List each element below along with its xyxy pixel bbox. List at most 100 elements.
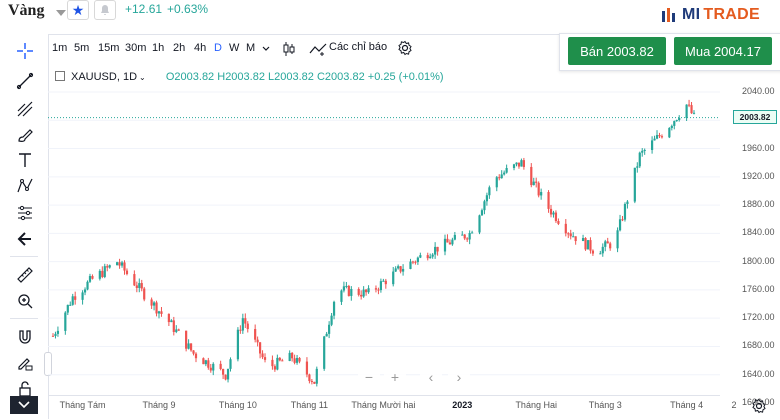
timeframe-5m[interactable]: 5m xyxy=(74,42,90,54)
crosshair-icon[interactable] xyxy=(14,40,36,62)
prediction-icon[interactable] xyxy=(14,202,36,224)
price-tick-label: 1680.00 xyxy=(742,340,775,351)
candle xyxy=(258,341,262,359)
zoom-in-button[interactable]: + xyxy=(384,367,406,387)
candle-body xyxy=(530,166,533,186)
fib-tools-icon[interactable] xyxy=(14,98,36,120)
candle-body xyxy=(116,262,119,266)
candle xyxy=(503,170,506,176)
candle-body xyxy=(347,285,350,296)
timeframe-2h[interactable]: 2h xyxy=(173,42,186,54)
candle xyxy=(589,237,592,254)
candle xyxy=(601,243,604,257)
zoom-in-icon[interactable] xyxy=(14,290,36,312)
candle-body xyxy=(446,238,449,243)
zoom-out-button[interactable]: − xyxy=(358,367,380,387)
scroll-right-button[interactable]: › xyxy=(448,367,470,387)
candle xyxy=(160,307,163,317)
open-value: O2003.82 xyxy=(165,71,215,83)
trend-line-icon[interactable] xyxy=(14,70,36,92)
candle-body xyxy=(291,352,294,359)
logo-mark-icon xyxy=(662,8,675,22)
chevron-down-icon[interactable] xyxy=(56,10,66,16)
candle xyxy=(64,311,67,335)
bell-icon[interactable] xyxy=(94,0,116,20)
candle xyxy=(463,234,466,241)
price-chart[interactable] xyxy=(48,64,720,395)
toolbar-divider xyxy=(10,318,38,319)
candle-body xyxy=(185,330,188,349)
candle xyxy=(325,331,328,337)
ruler-icon[interactable] xyxy=(14,264,36,286)
timeframe-d[interactable]: D xyxy=(214,42,222,54)
scroll-left-button[interactable]: ‹ xyxy=(420,367,442,387)
candle xyxy=(658,132,661,139)
symbol-label[interactable]: XAUUSD, 1D xyxy=(71,71,138,83)
magnet-icon[interactable] xyxy=(14,326,36,348)
candle xyxy=(135,281,138,293)
chevron-down-icon[interactable] xyxy=(262,46,270,52)
time-axis[interactable]: Tháng Tám Tháng 9 Tháng 10 Tháng 11 Tháng Mư… xyxy=(48,395,737,420)
timeframe-w[interactable]: W xyxy=(229,42,240,54)
brush-icon[interactable] xyxy=(14,124,36,146)
candle xyxy=(86,280,89,291)
candle-body xyxy=(443,238,447,252)
candle-body xyxy=(224,374,227,380)
timeframe-m[interactable]: M xyxy=(246,42,256,54)
axis-settings-icon[interactable] xyxy=(750,398,768,414)
timeframe-1m[interactable]: 1m xyxy=(52,42,68,54)
candle xyxy=(273,364,276,372)
collapse-toolbar-button[interactable] xyxy=(10,396,38,414)
candle-body xyxy=(125,270,129,275)
sell-button[interactable]: Bán 2003.82 xyxy=(568,37,666,65)
candle-body xyxy=(520,160,523,167)
candle xyxy=(54,331,57,339)
price-tick-label: 1640.00 xyxy=(742,368,775,379)
candle xyxy=(557,218,560,226)
candle-body xyxy=(690,105,693,114)
candle-body xyxy=(685,104,688,119)
candle xyxy=(298,357,301,364)
candle xyxy=(567,232,570,239)
candle xyxy=(175,325,178,334)
candle-body xyxy=(453,234,456,240)
lock-pencil-icon[interactable] xyxy=(14,352,36,374)
candle xyxy=(500,170,503,179)
price-axis[interactable]: 2040.002000.001960.001920.001880.001840.… xyxy=(720,64,780,407)
candle-body xyxy=(564,223,567,234)
candle xyxy=(69,301,72,306)
candle xyxy=(540,188,543,200)
buy-button[interactable]: Mua 2004.17 xyxy=(674,37,772,65)
candle xyxy=(678,115,681,122)
candle xyxy=(133,270,136,287)
candle-body xyxy=(537,182,540,196)
timeframe-4h[interactable]: 4h xyxy=(194,42,207,54)
price-tick-label: 1800.00 xyxy=(742,255,775,266)
candle-body xyxy=(567,233,570,235)
candle-body xyxy=(569,233,572,237)
candle-body xyxy=(91,276,94,279)
back-arrow-icon[interactable] xyxy=(14,228,36,250)
gear-icon[interactable] xyxy=(397,40,413,56)
timeframe-1h[interactable]: 1h xyxy=(152,42,165,54)
toolbar-scroll-handle[interactable] xyxy=(44,352,52,376)
chevron-down-icon[interactable]: ⌄ xyxy=(139,73,146,82)
candle-body xyxy=(187,343,190,349)
candle xyxy=(517,162,521,169)
candle xyxy=(574,236,577,245)
candle-body xyxy=(601,246,604,254)
timeframe-15m[interactable]: 15m xyxy=(98,42,120,54)
close-value: C2003.82 xyxy=(316,71,365,83)
candle xyxy=(305,357,309,378)
pattern-icon[interactable] xyxy=(14,175,36,197)
expand-legend-icon[interactable] xyxy=(55,71,65,81)
star-icon[interactable]: ★ xyxy=(67,0,89,20)
indicators-icon[interactable] xyxy=(309,42,327,56)
candle-body xyxy=(574,236,577,242)
text-tool-icon[interactable] xyxy=(14,149,36,171)
indicators-label[interactable]: Các chỉ báo xyxy=(329,41,388,53)
candle xyxy=(549,204,553,218)
timeframe-30m[interactable]: 30m xyxy=(125,42,147,54)
candle xyxy=(498,174,501,181)
candles-style-icon[interactable] xyxy=(282,41,296,57)
